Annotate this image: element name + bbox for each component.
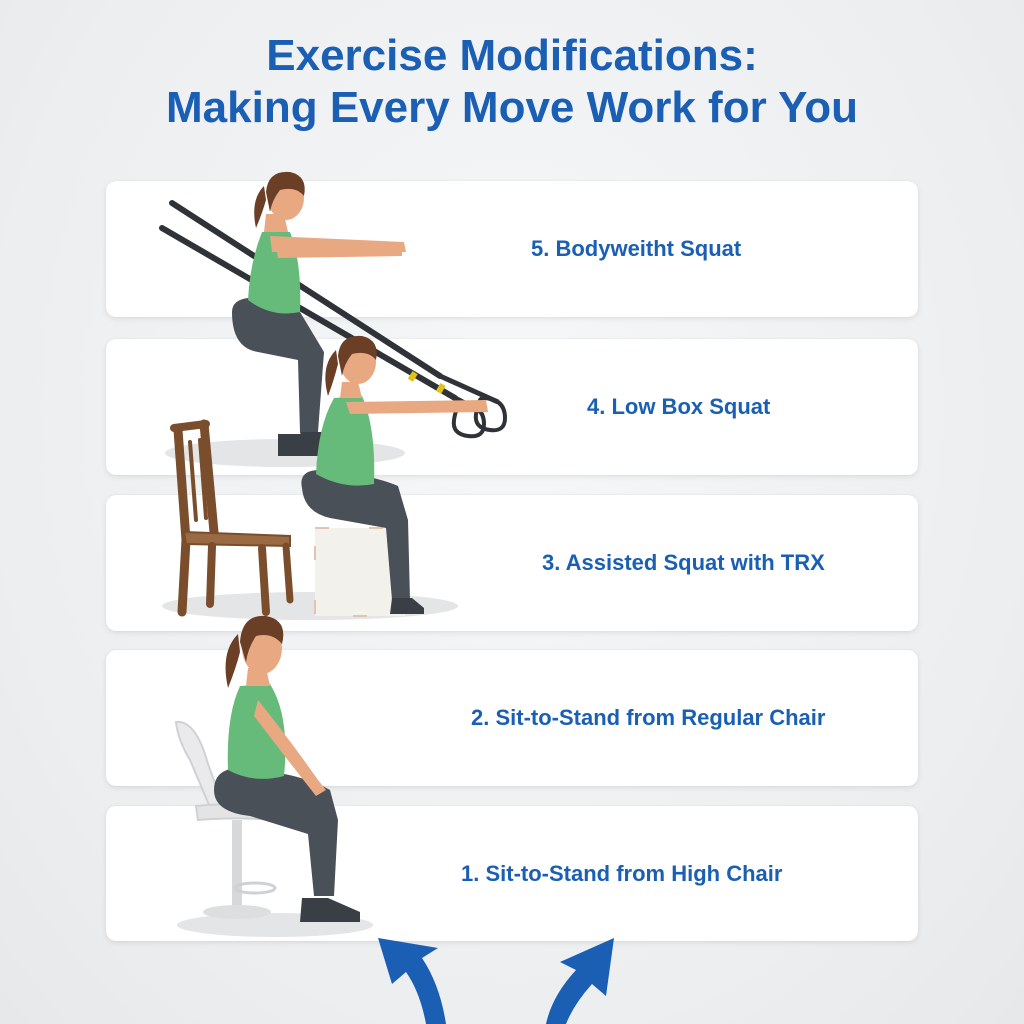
arrow-up-icon	[378, 938, 446, 1024]
step-label-4: 4. Low Box Squat	[587, 394, 771, 419]
step-card-2: 2. Sit-to-Stand from Regular Chair	[106, 650, 918, 786]
step-card-1: 1. Sit-to-Stand from High Chair	[106, 806, 918, 941]
step-card-5: 5. Bodyweitht Squat	[106, 181, 918, 317]
step-label-2: 2. Sit-to-Stand from Regular Chair	[471, 705, 826, 730]
step-label-5: 5. Bodyweitht Squat	[531, 236, 742, 261]
title-line-2: Making Every Move Work for You	[166, 83, 858, 132]
arrow-up-icon	[546, 938, 614, 1024]
step-label-3: 3. Assisted Squat with TRX	[542, 550, 825, 575]
step-card-3: 3. Assisted Squat with TRX	[106, 495, 918, 631]
step-card-4: 4. Low Box Squat	[106, 339, 918, 475]
page-title: Exercise Modifications: Making Every Mov…	[0, 30, 1024, 134]
step-label-1: 1. Sit-to-Stand from High Chair	[461, 860, 783, 886]
title-line-1: Exercise Modifications:	[266, 31, 758, 80]
